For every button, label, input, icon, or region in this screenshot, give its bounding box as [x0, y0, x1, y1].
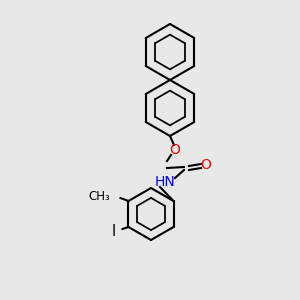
- Text: CH₃: CH₃: [89, 190, 110, 203]
- Text: O: O: [169, 143, 180, 157]
- Text: O: O: [201, 158, 212, 172]
- Text: HN: HN: [154, 175, 176, 189]
- Text: I: I: [111, 224, 116, 238]
